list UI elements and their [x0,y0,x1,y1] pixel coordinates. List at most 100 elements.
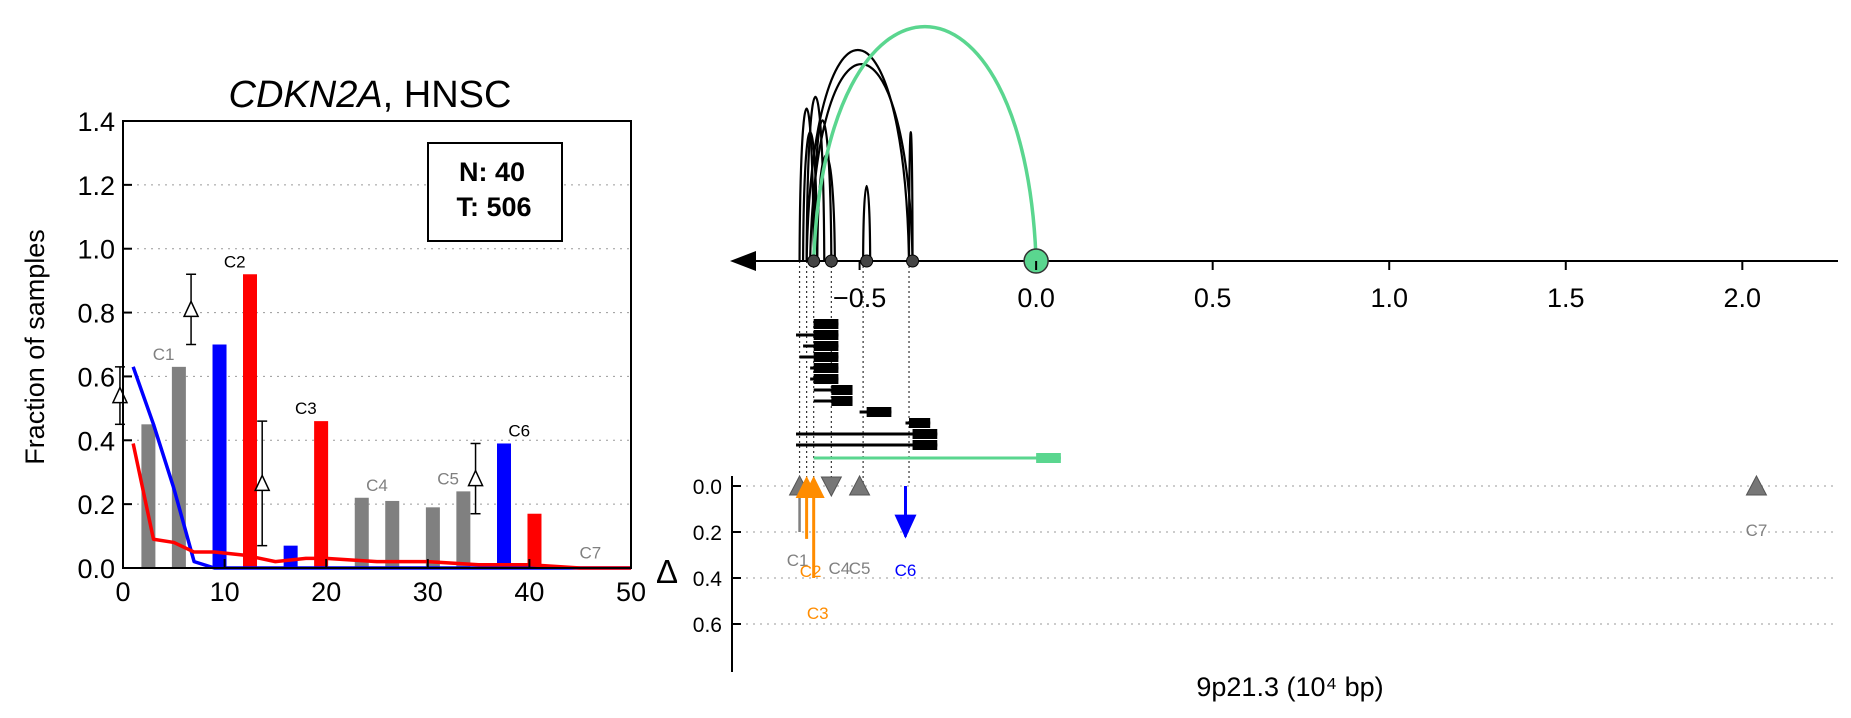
interval-bar [813,330,839,340]
genome-tick-label: 1.5 [1547,283,1585,313]
cluster-label-C4: C4 [366,476,388,495]
bar-normal-C3 [283,545,298,568]
axis-arrow-icon [730,251,756,271]
genomic-panel: −0.5 0.0 0.5 1.0 1.5 2.0 0.00.20.40.6 Δ C1C2C… [656,25,1838,702]
cluster-label-C5: C5 [437,469,459,488]
cluster-label-C6: C6 [508,421,530,440]
chart-title-cohort: , HNSC [383,74,512,116]
down-arrow-icon [894,514,917,539]
interval-bar [813,352,839,362]
interval-bar [909,418,931,428]
axis-ticks: 0.0 0.2 0.4 0.6 0.8 1.0 1.2 1.4 0 10 20 30 40 50 [77,107,646,607]
marker-label-C3: C3 [807,604,829,623]
normal-curve [131,366,631,570]
cluster-label-C3: C3 [295,399,317,418]
y-tick-label: 1.0 [77,235,115,265]
bar-normal-C4 [354,497,369,568]
cluster-labels: C1 C2 C3 C4 C5 C6 C7 [153,252,601,562]
bar-normal-C6 [497,443,511,568]
x-tick-label: 40 [514,577,544,607]
delta-tick-label: 0.2 [693,522,722,545]
chart-title-gene: CDKN2A [229,74,383,116]
interval-bar [912,440,938,450]
genome-tick-label: 1.0 [1370,283,1408,313]
node [824,254,838,268]
interval-bar [813,363,839,373]
y-tick-label: 0.2 [77,490,115,520]
bar-normal-C5 [425,507,440,568]
genome-ticks: −0.5 0.0 0.5 1.0 1.5 2.0 [833,261,1761,313]
x-tick-label: 0 [115,577,130,607]
bars [141,274,542,568]
interval-bar [813,319,839,329]
genome-axis [730,251,1838,271]
arcs [798,25,1038,262]
arc-black [907,131,914,262]
arc-black [812,119,833,262]
nodes [807,248,1049,274]
delta-icon [254,473,271,492]
delta-ticks: 0.0 0.2 0.4 0.6 [693,476,741,637]
delta-icon [467,468,484,487]
x-tick-label: 10 [210,577,240,607]
interval-bar [912,429,938,439]
legend-normal-count: N: 40 [459,157,525,187]
intervals [796,319,1061,463]
interval-bar [831,385,853,395]
up-arrow-icon [802,476,825,498]
node [906,254,920,268]
bar-tumor-C3 [314,421,329,568]
node [807,254,821,268]
plot-frame [122,120,632,569]
arc-black [805,48,911,262]
tumor-curve [131,443,631,570]
marker-label-C7: C7 [1746,521,1768,540]
arc-green [811,25,1038,262]
bar-tumor-C2 [243,274,257,568]
genome-tick-label: 0.5 [1194,283,1232,313]
genome-tick-label: −0.5 [833,283,886,313]
triangle-down-icon [820,476,843,498]
cluster-label-C1: C1 [153,345,175,364]
arc-black [805,95,826,262]
genome-tick-label: 2.0 [1724,283,1762,313]
bar-tumor-C5 [456,491,471,568]
legend-frame [427,142,563,242]
y-tick-label: 0.0 [77,554,115,584]
delta-icon [111,385,129,404]
delta-tick-label: 0.4 [693,568,723,591]
cluster-label-C2: C2 [224,252,246,271]
marker-label-C1: C1 [787,551,809,570]
chart-title: CDKN2A, HNSC [229,74,512,116]
bar-tumor-C6 [527,513,542,568]
marker-label-C6: C6 [895,561,917,580]
interval-bar [1036,453,1061,463]
arc-black [798,107,815,262]
triangle-up-icon [1745,474,1768,496]
x-tick-label: 30 [413,577,443,607]
y-tick-label: 0.4 [77,426,115,456]
interval-bar [831,396,853,406]
legend-tumor-count: T: 506 [456,192,531,222]
cluster-label-C7: C7 [579,543,601,562]
arc-black [862,185,872,262]
interval-bar [866,407,892,417]
bar-normal-C2 [212,344,227,568]
delta-icon [182,299,200,318]
bar-tumor-C4 [385,500,400,568]
delta-axis-label: Δ [656,553,678,590]
x-tick-label: 50 [616,577,646,607]
genome-tick-label: 0.0 [1017,283,1055,313]
node [860,254,874,268]
interval-bar [813,341,839,351]
x-axis-label: 9p21.3 (10⁴ bp) [1196,672,1383,702]
marker-label-C5: C5 [849,559,871,578]
y-axis-label: Fraction of samples [20,229,50,465]
marker-label-C2: C2 [800,562,822,581]
delta-gridlines [732,485,1838,625]
y-tick-label: 1.4 [77,107,115,137]
legend-box: N: 40 T: 506 [427,142,563,242]
bar-chart-panel: CDKN2A, HNSC Fraction of samples C1C2C3C… [20,74,646,607]
gridlines [123,184,631,505]
